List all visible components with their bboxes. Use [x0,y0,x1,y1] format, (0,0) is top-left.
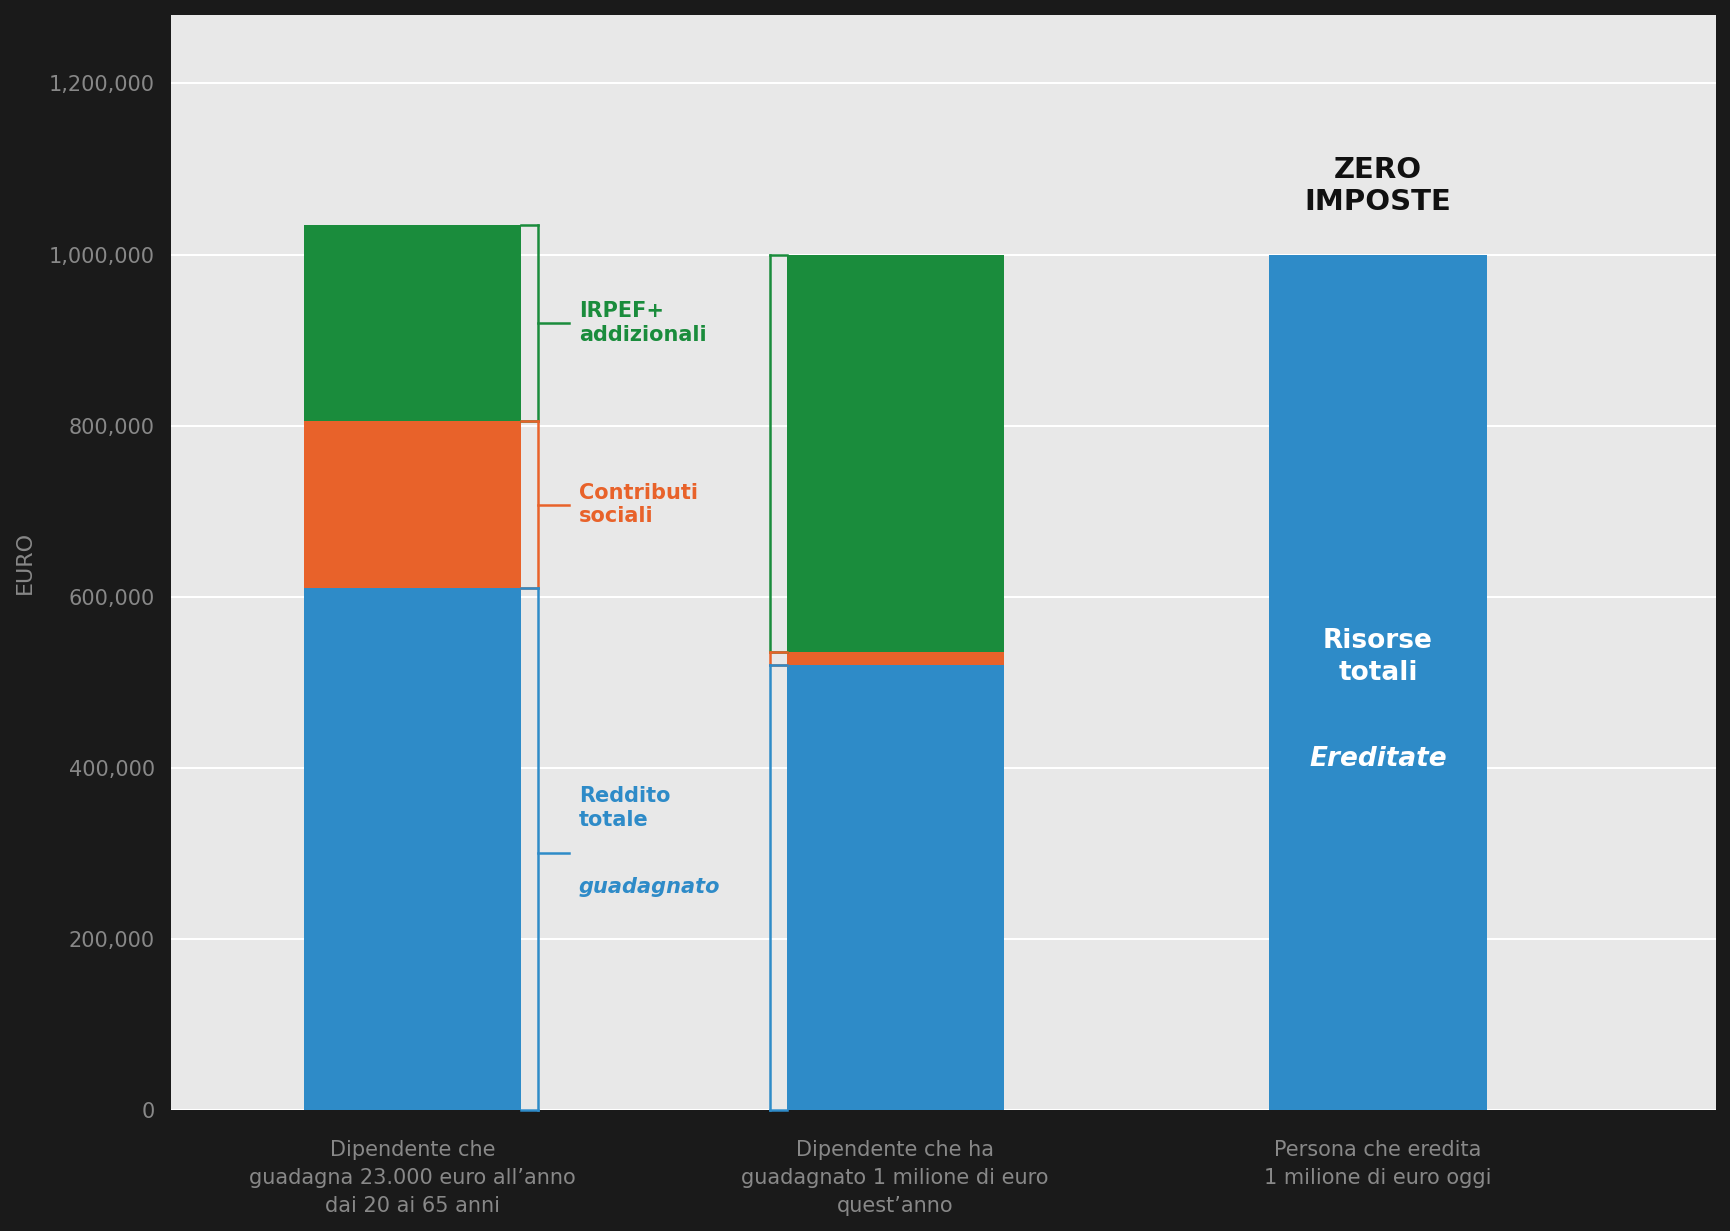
Text: Contributi
sociali: Contributi sociali [578,484,697,527]
Bar [785,665,1003,1110]
Bar [303,421,521,588]
Bar [785,255,1003,652]
Bar [1268,255,1486,1110]
Text: Risorse
totali: Risorse totali [1322,628,1432,686]
Text: Ereditate: Ereditate [1308,746,1446,772]
Text: guadagnato: guadagnato [578,878,720,897]
Text: Reddito
totale: Reddito totale [578,787,670,830]
Text: ZERO
IMPOSTE: ZERO IMPOSTE [1304,155,1450,217]
Y-axis label: EURO: EURO [16,531,35,595]
Bar [303,224,521,421]
Bar [303,588,521,1110]
Bar [785,652,1003,665]
Text: IRPEF+
addizionali: IRPEF+ addizionali [578,302,706,345]
